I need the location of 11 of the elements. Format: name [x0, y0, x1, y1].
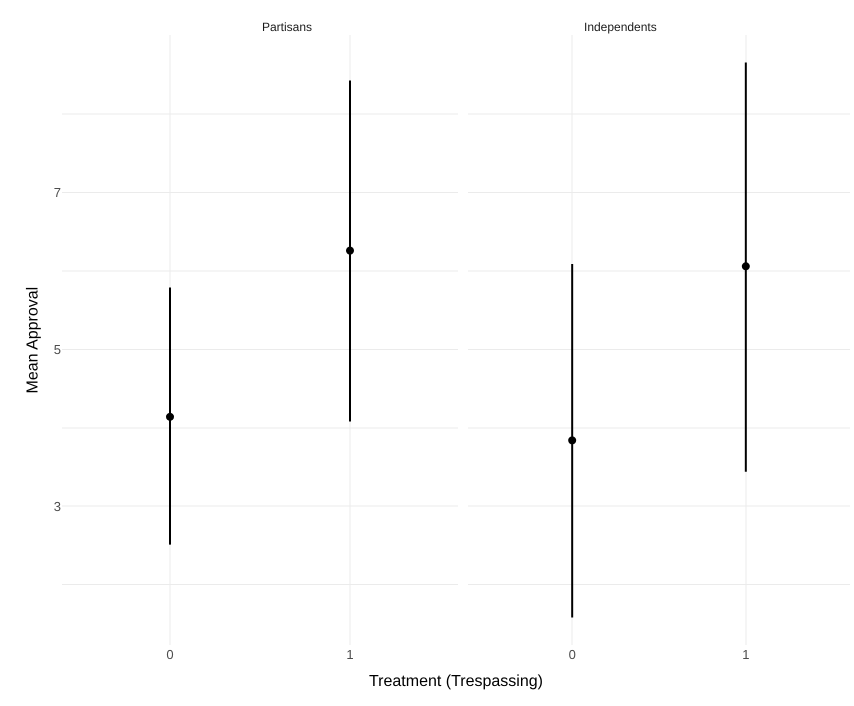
x-tick-label: 0 — [166, 647, 174, 662]
y-axis-title: Mean Approval — [24, 286, 42, 394]
x-axis-title: Treatment (Trespassing) — [369, 673, 543, 690]
y-tick-label: 5 — [54, 342, 61, 357]
chart-title: Independents — [584, 20, 657, 34]
y-tick-label: 3 — [54, 498, 61, 514]
x-tick-label: 1 — [742, 647, 750, 662]
chart-title: Partisans — [262, 20, 312, 34]
y-tick-label: 7 — [54, 185, 61, 200]
x-tick-label: 0 — [568, 647, 576, 662]
x-tick-label: 1 — [346, 647, 354, 662]
